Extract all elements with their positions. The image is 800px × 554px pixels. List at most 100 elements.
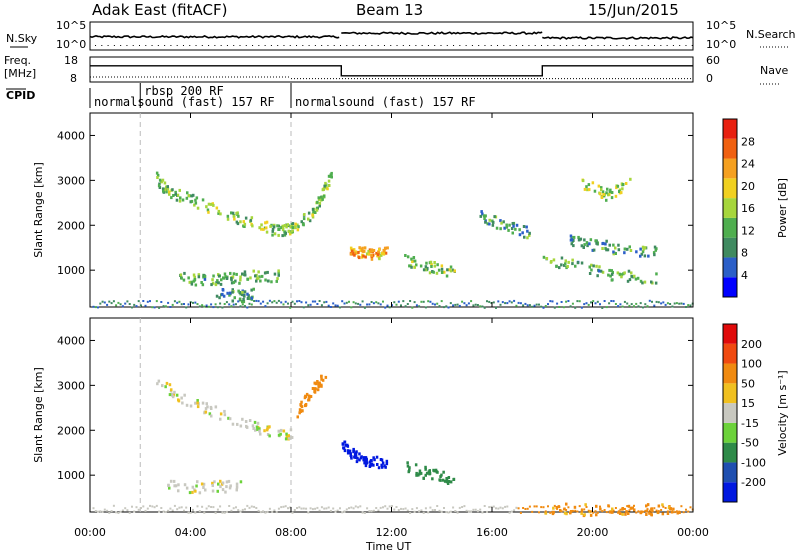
power-ground-cell: [571, 302, 574, 305]
velocity-cell: [266, 433, 270, 436]
nsearch-dot: [371, 45, 373, 46]
nsearch-dot: [566, 45, 568, 46]
velocity-cell: [657, 504, 661, 508]
velocity-ground-cell: [454, 510, 457, 512]
power-ground-cell: [583, 303, 586, 306]
power-ground-cell: [332, 302, 335, 305]
nsearch-dot: [597, 45, 599, 46]
velocity-ground-cell: [452, 506, 455, 509]
velocity-cell: [446, 482, 450, 485]
power-ground-cell: [162, 305, 165, 308]
velocity-cell: [191, 485, 195, 489]
nsky-panel-frame: [89, 21, 694, 51]
power-ground-cell: [329, 306, 332, 308]
velocity-cell: [298, 408, 302, 412]
nsearch-dot: [358, 45, 360, 46]
power-cell: [508, 223, 511, 227]
power-cell: [251, 224, 254, 228]
power-ground-cell: [339, 306, 341, 309]
nsearch-dot: [346, 45, 348, 46]
velocity-colorbar-segment: [723, 442, 737, 463]
nsearch-dot: [453, 45, 455, 46]
velocity-ground-cell: [135, 506, 138, 509]
velocity-cell: [282, 429, 286, 433]
velocity-cell: [445, 480, 449, 484]
velocity-ground-cell: [160, 507, 163, 509]
power-cell: [479, 214, 482, 218]
nsky-line-1: [341, 31, 543, 36]
power-ground-cell: [386, 304, 389, 307]
velocity-cell: [235, 482, 239, 486]
velocity-ground-cell: [339, 507, 341, 510]
power-cell: [587, 183, 591, 187]
velocity-ground-cell: [363, 512, 366, 514]
power-ground-cell: [517, 301, 520, 304]
power-cell: [315, 208, 319, 212]
velocity-cell: [373, 458, 376, 462]
power-ground-cell: [273, 300, 276, 303]
velocity-ground-cell: [660, 509, 663, 511]
velocity-cell: [611, 510, 614, 514]
velocity-ground-cell: [99, 510, 102, 513]
power-ground-cell: [465, 304, 468, 307]
power-cell: [610, 191, 614, 194]
nsearch-dot: [321, 45, 323, 46]
power-ground-cell: [599, 303, 601, 306]
power-cell: [606, 187, 609, 191]
power-cell: [589, 238, 593, 242]
velocity-cell: [313, 388, 317, 392]
power-cell: [608, 190, 612, 194]
nsearch-dot: [465, 45, 467, 46]
power-cell: [550, 260, 553, 263]
velocity-cell: [365, 461, 369, 465]
velocity-cell: [356, 456, 359, 460]
power-ground-cell: [320, 304, 323, 307]
power-cell: [217, 281, 220, 285]
power-ground-cell: [400, 304, 402, 307]
power-cell: [250, 288, 253, 292]
power-ground-cell: [305, 301, 308, 304]
velocity-cell: [191, 490, 194, 494]
power-cell: [354, 250, 358, 254]
velocity-ground-cell: [592, 511, 595, 514]
velocity-ground-cell: [608, 505, 611, 508]
velocity-ground-cell: [601, 510, 604, 513]
power-cell: [170, 196, 173, 200]
velocity-cell: [258, 427, 261, 431]
power-ground-cell: [185, 306, 188, 309]
power-cell: [250, 216, 254, 220]
velocity-ground-cell: [115, 511, 118, 514]
velocity-ground-cell: [162, 510, 165, 513]
nsearch-dot: [327, 45, 329, 46]
nsky-tick-bottom: 10^0: [56, 38, 86, 51]
nsearch-dot: [534, 45, 536, 46]
power-cell: [243, 270, 247, 274]
power-ground-cell: [605, 306, 608, 309]
velocity-cell: [435, 470, 438, 474]
velocity-ground-cell: [357, 506, 360, 509]
velocity-ground-cell: [192, 508, 194, 511]
velocity-ground-cell: [124, 507, 127, 510]
velocity-cell: [225, 480, 229, 484]
power-cell: [368, 248, 372, 252]
velocity-ground-cell: [517, 507, 520, 510]
power-cell: [357, 250, 360, 254]
nsearch-dot: [252, 45, 254, 46]
power-cell: [380, 253, 383, 257]
power-ground-cell: [642, 306, 644, 309]
velocity-cell: [618, 512, 622, 515]
velocity-cell: [299, 403, 302, 407]
velocity-ground-cell: [300, 507, 303, 510]
nsky-series: [89, 31, 694, 46]
velocity-cell: [296, 415, 299, 419]
power-cell: [488, 218, 491, 222]
power-cell: [321, 197, 324, 201]
power-cell: [569, 234, 573, 238]
power-cell: [277, 273, 280, 277]
velocity-ground-cell: [463, 505, 466, 508]
power-colorbar-segment: [723, 198, 737, 218]
velocity-ground-cell: [404, 507, 407, 510]
velocity-ground-cell: [528, 505, 531, 508]
power-cell: [569, 238, 573, 242]
power-ground-cell: [291, 300, 294, 303]
